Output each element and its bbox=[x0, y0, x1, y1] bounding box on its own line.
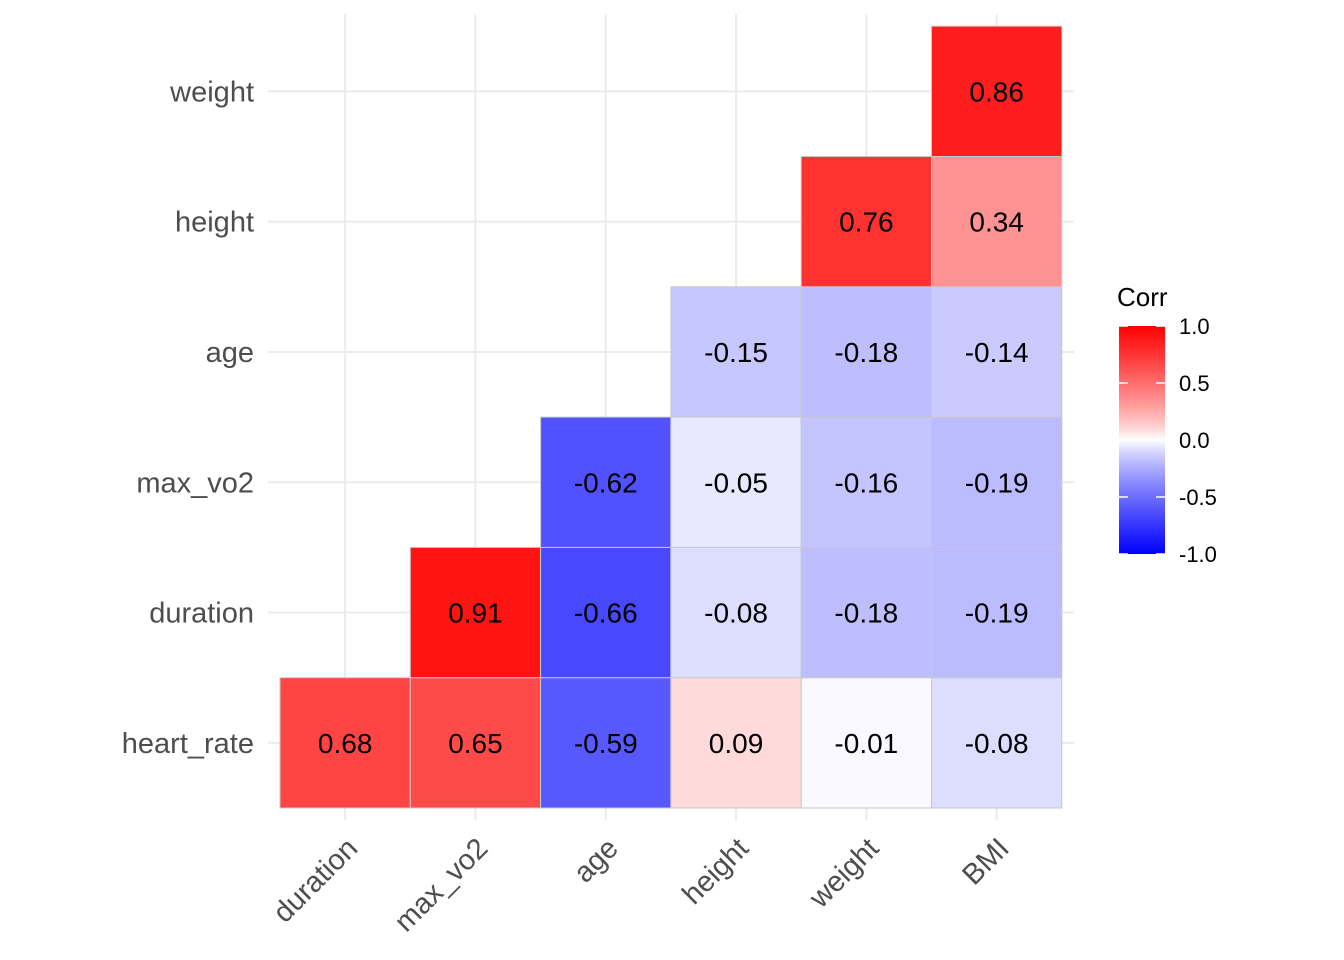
y-tick-label: height bbox=[175, 207, 254, 239]
heatmap-cell bbox=[931, 286, 1063, 418]
heatmap-cell bbox=[670, 286, 802, 418]
cell-value-label: -0.08 bbox=[965, 728, 1029, 759]
heatmap-cell bbox=[279, 677, 411, 809]
heatmap-cell bbox=[931, 677, 1063, 809]
cell-value-label: 0.68 bbox=[318, 728, 373, 759]
heatmap-cell bbox=[931, 156, 1063, 288]
x-tick-label: duration bbox=[267, 832, 364, 929]
legend-tick-label: -0.5 bbox=[1179, 485, 1217, 510]
heatmap-cell bbox=[540, 416, 672, 548]
heatmap-cell bbox=[800, 677, 933, 809]
cell-value-label: 0.86 bbox=[969, 76, 1024, 107]
legend-tick-label: 1.0 bbox=[1179, 314, 1210, 339]
heatmap-cell bbox=[931, 546, 1063, 679]
cell-value-labels: 0.68 0.65 -0.59 0.09 -0.01 -0.08 0.91 -0.66 -0.0… bbox=[318, 76, 1029, 759]
cell-value-label: -0.16 bbox=[834, 467, 898, 498]
x-axis: duration max_vo2 age height weight BMI bbox=[267, 832, 1015, 938]
legend-title: Corr bbox=[1117, 282, 1168, 312]
legend-ticks: 1.0 0.5 0.0 -0.5 -1.0 bbox=[1119, 314, 1217, 567]
cell-value-label: 0.34 bbox=[969, 207, 1024, 238]
legend-tick-label: -1.0 bbox=[1179, 542, 1217, 567]
heatmap-cell bbox=[409, 546, 542, 679]
cell-value-label: 0.76 bbox=[839, 207, 894, 238]
cell-value-label: -0.66 bbox=[574, 598, 638, 629]
cell-value-label: -0.05 bbox=[704, 467, 768, 498]
cell-value-label: -0.08 bbox=[704, 598, 768, 629]
cell-value-label: -0.14 bbox=[965, 337, 1029, 368]
cell-value-label: -0.19 bbox=[965, 467, 1029, 498]
legend-tick-label: 0.5 bbox=[1179, 371, 1210, 396]
x-tick-label: max_vo2 bbox=[389, 832, 495, 938]
legend-tick-label: 0.0 bbox=[1179, 428, 1210, 453]
cell-value-label: -0.59 bbox=[574, 728, 638, 759]
heatmap-cell bbox=[931, 25, 1063, 158]
cell-value-label: -0.18 bbox=[834, 337, 898, 368]
heatmap-cell bbox=[800, 546, 933, 679]
cell-value-label: 0.91 bbox=[448, 598, 503, 629]
heatmap-cell bbox=[800, 286, 933, 418]
color-legend: Corr 1.0 0.5 0.0 -0.5 -1.0 bbox=[1117, 282, 1217, 567]
cell-value-label: -0.18 bbox=[834, 598, 898, 629]
x-tick-label: height bbox=[676, 832, 754, 910]
y-tick-label: duration bbox=[149, 598, 254, 630]
cell-value-label: -0.62 bbox=[574, 467, 638, 498]
heatmap-cell bbox=[540, 546, 672, 679]
heatmap-cell bbox=[670, 416, 802, 548]
y-tick-label: weight bbox=[169, 76, 254, 108]
x-tick-label: age bbox=[568, 832, 625, 889]
cell-value-label: -0.15 bbox=[704, 337, 768, 368]
cell-value-label: -0.01 bbox=[834, 728, 898, 759]
y-tick-label: heart_rate bbox=[122, 728, 254, 760]
cell-value-label: 0.09 bbox=[709, 728, 764, 759]
heatmap-cell bbox=[800, 156, 933, 288]
heatmap-cell bbox=[800, 416, 933, 548]
x-tick-label: weight bbox=[803, 832, 886, 915]
x-tick-label: BMI bbox=[957, 832, 1016, 891]
cell-value-label: 0.65 bbox=[448, 728, 503, 759]
heatmap-cell bbox=[931, 416, 1063, 548]
y-axis: heart_rate duration max_vo2 age height weight bbox=[122, 76, 254, 760]
cell-value-label: -0.19 bbox=[965, 598, 1029, 629]
heatmap-cells bbox=[279, 25, 1063, 809]
y-tick-label: max_vo2 bbox=[136, 467, 254, 499]
y-tick-label: age bbox=[206, 337, 254, 369]
heatmap-cell bbox=[409, 677, 542, 809]
